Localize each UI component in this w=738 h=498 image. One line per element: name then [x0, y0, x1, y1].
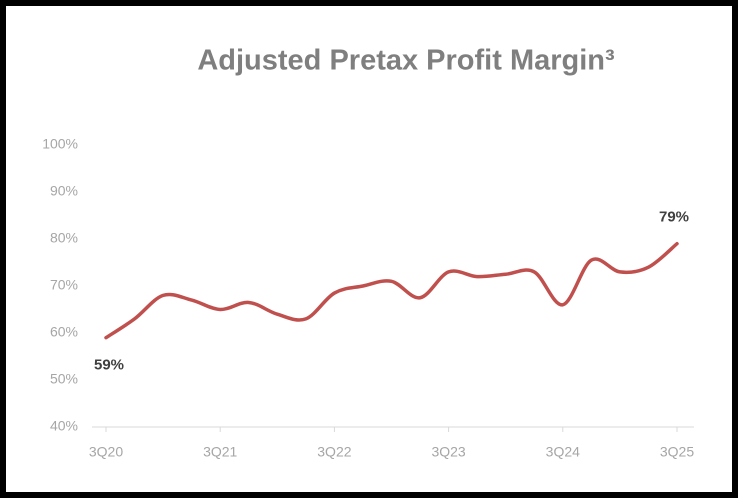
y-tick-label: 70% — [50, 277, 78, 293]
line — [104, 241, 679, 340]
y-tick-label: 40% — [50, 418, 78, 434]
y-tick-label: 90% — [50, 183, 78, 199]
y-tick-label: 100% — [42, 136, 78, 152]
x-tick-label: 3Q22 — [317, 444, 351, 460]
x-tick-label: 3Q25 — [660, 444, 694, 460]
data-label: 59% — [94, 357, 124, 374]
data-label: 79% — [659, 209, 689, 226]
y-tick-label: 60% — [50, 324, 78, 340]
x-tick-label: 3Q23 — [431, 444, 465, 460]
y-tick-label: 80% — [50, 230, 78, 246]
x-tick-label: 3Q20 — [89, 444, 123, 460]
x-tick-label: 3Q24 — [546, 444, 580, 460]
x-tick-label: 3Q21 — [203, 444, 237, 460]
chart: Adjusted Pretax Profit Margin³ 40% 50% 60%… — [42, 45, 694, 460]
y-tick-label: 50% — [50, 371, 78, 387]
chart-title: Adjusted Pretax Profit Margin³ — [197, 45, 615, 77]
